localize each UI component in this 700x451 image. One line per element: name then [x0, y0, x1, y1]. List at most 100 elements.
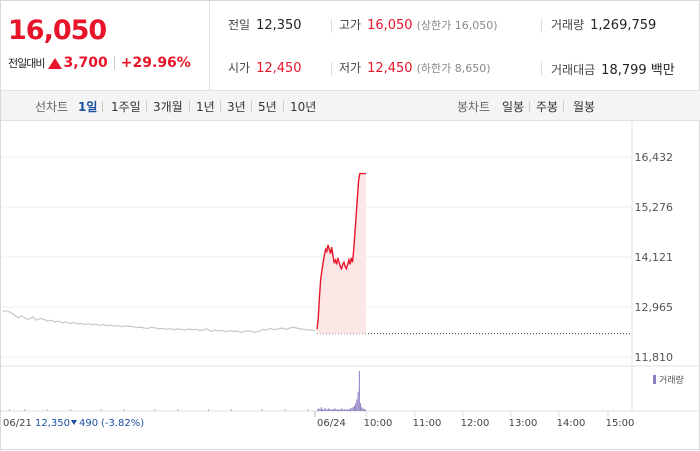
volume-bar [351, 408, 353, 411]
volume-bar [353, 405, 355, 411]
candle-weekly[interactable]: 주봉 [536, 100, 559, 114]
stat-label: 고가 [339, 18, 362, 32]
change-value: 3,700 [63, 55, 108, 71]
volume-bar [363, 409, 365, 411]
stat-value: 12,450 [256, 61, 302, 76]
divider [102, 101, 103, 112]
volume-bar [323, 409, 325, 411]
change-label: 전일대비 [8, 57, 45, 70]
stat-label: 전일 [228, 18, 251, 32]
x-tick-label: 11:00 [413, 418, 442, 429]
period-1w[interactable]: 1주일 [111, 100, 141, 114]
stat-open: 시가 12,450 [228, 59, 302, 76]
prev-change-pct: (-3.82%) [101, 418, 144, 429]
volume-bar [340, 409, 342, 411]
volume-bar [352, 407, 354, 411]
period-toolbar: 선차트 1일 1주일 3개월 1년 3년 5년 10년 봉차트 일봉 주봉 월봉 [1, 91, 700, 121]
volume-bar [100, 409, 102, 411]
volume-bar [9, 409, 10, 411]
today-area [317, 173, 366, 334]
divider [251, 101, 252, 112]
volume-bar [342, 409, 344, 411]
volume-bar [326, 409, 328, 411]
divider [146, 101, 147, 112]
today-date-label: 06/24 [317, 418, 346, 429]
candle-daily[interactable]: 일봉 [502, 100, 525, 114]
price-box: 16,050 전일대비 3,700 +29.96% [1, 1, 210, 91]
divider [283, 101, 284, 112]
volume-bar [336, 409, 338, 411]
stat-value: 1,269,759 [590, 18, 657, 33]
prev-day-line [2, 310, 316, 333]
volume-bar [261, 409, 263, 411]
prev-date-label: 06/21 [3, 418, 32, 429]
line-chart-label: 선차트 [35, 100, 69, 114]
volume-bar [339, 409, 341, 411]
quote-stats: 전일 12,350 고가 16,050 (상한가 16,050) 거래량 1,2… [211, 1, 700, 91]
today-series [316, 172, 632, 335]
volume-bar [346, 409, 348, 411]
y-tick-label: 15,276 [635, 201, 674, 214]
volume-bar [177, 409, 179, 411]
period-1y[interactable]: 1년 [196, 100, 215, 114]
period-10y[interactable]: 10년 [290, 100, 317, 114]
volume-bar [360, 403, 362, 411]
today-line [316, 172, 366, 330]
y-axis-labels: 16,432 15,276 14,121 12,965 11,810 [635, 151, 674, 364]
period-3y[interactable]: 3년 [227, 100, 246, 114]
x-tick-label: 14:00 [557, 418, 586, 429]
candle-chart-label: 봉차트 [457, 100, 491, 114]
volume-bar [337, 409, 339, 411]
volume-bar [358, 371, 360, 411]
volume-bar [335, 409, 337, 411]
y-tick-label: 14,121 [635, 251, 674, 264]
volume-bar [365, 409, 366, 411]
period-1d[interactable]: 1일 [78, 100, 98, 114]
volume-bar [344, 409, 346, 411]
stat-low: 저가 12,450 (하한가 8,650) [339, 59, 491, 76]
divider [541, 19, 542, 33]
volume-panel: 거래량 [1, 365, 700, 412]
stat-high: 고가 16,050 (상한가 16,050) [339, 16, 498, 33]
volume-legend-swatch [653, 375, 656, 384]
price-chart[interactable]: 16,432 15,276 14,121 12,965 11,810 거래량 06/21… [1, 121, 700, 451]
y-tick-label: 11,810 [635, 351, 674, 364]
volume-bar [349, 409, 350, 411]
volume-bar [362, 408, 364, 411]
volume-bar [356, 399, 358, 411]
volume-bar [318, 408, 320, 411]
volume-bar [334, 408, 336, 411]
volume-bar [324, 407, 326, 411]
stat-value: 18,799 백만 [601, 63, 675, 78]
x-tick-label: 13:00 [509, 418, 538, 429]
volume-bar [319, 409, 321, 411]
stat-trade-value: 거래대금 18,799 백만 [551, 59, 675, 78]
volume-bar [328, 408, 330, 411]
stat-label: 거래대금 [551, 63, 596, 77]
volume-bar [361, 407, 363, 411]
period-3m[interactable]: 3개월 [153, 100, 183, 114]
volume-bar [350, 407, 352, 411]
prev-change-text: 490 [79, 418, 98, 429]
divider [331, 62, 332, 76]
volume-bar [24, 409, 26, 411]
volume-bar [345, 409, 347, 411]
up-arrow-icon [48, 57, 63, 69]
volume-bar [357, 391, 359, 411]
change-row: 전일대비 3,700 +29.96% [8, 55, 191, 71]
y-tick-label: 12,965 [635, 301, 674, 314]
volume-bar [230, 409, 232, 411]
divider [563, 101, 564, 112]
volume-bar [325, 409, 327, 411]
divider [529, 101, 530, 112]
volume-bar [47, 409, 49, 411]
volume-bar [330, 409, 332, 411]
stat-value: 16,050 [367, 18, 413, 33]
candle-monthly[interactable]: 월봉 [573, 100, 596, 114]
x-tick-label: 15:00 [606, 418, 635, 429]
period-5y[interactable]: 5년 [258, 100, 277, 114]
chart-grid [1, 121, 633, 411]
volume-bar [307, 409, 309, 411]
y-tick-label: 16,432 [635, 151, 674, 164]
stat-value: 12,350 [256, 18, 302, 33]
